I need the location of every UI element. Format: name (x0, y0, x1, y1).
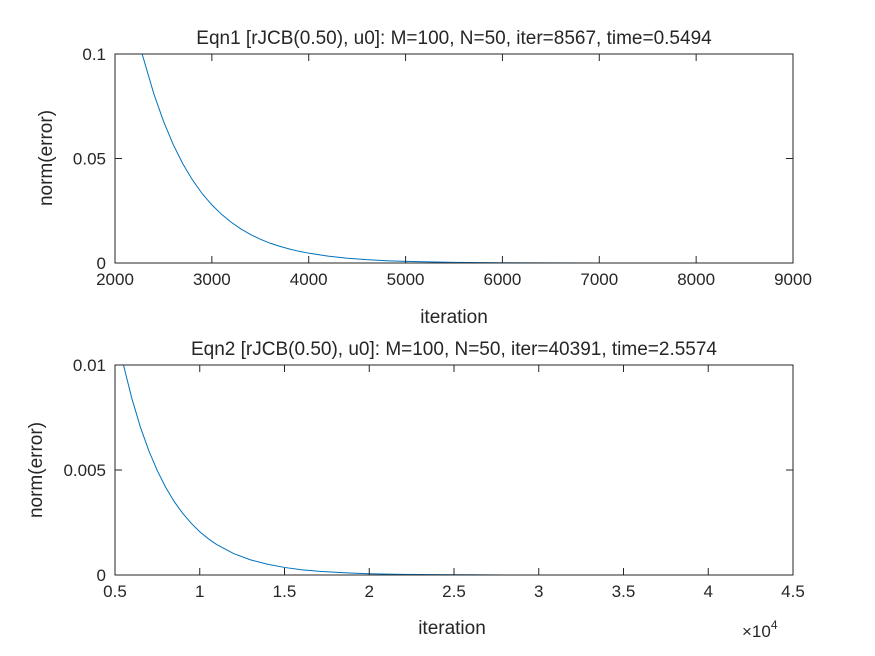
x-exponent-base: ×10 (742, 622, 771, 641)
x-tick-label: 3 (534, 582, 543, 601)
x-tick-label: 7000 (580, 270, 618, 289)
x-axis-label: iteration (418, 618, 486, 639)
x-axis-label: iteration (420, 307, 488, 328)
x-tick-label: 1 (195, 582, 204, 601)
y-ticks: 0 0.05 0.1 (73, 45, 793, 273)
y-tick-label: 0.005 (63, 461, 106, 480)
y-tick-label: 0.01 (73, 356, 106, 375)
line-series-layer (122, 365, 715, 575)
y-tick-label: 0.1 (82, 45, 106, 64)
x-tick-label: 6000 (484, 270, 522, 289)
y-axis-label: norm(error) (36, 110, 57, 206)
x-tick-label: 5000 (387, 270, 425, 289)
x-tick-label: 4000 (290, 270, 328, 289)
x-tick-label: 2000 (96, 270, 134, 289)
y-tick-label: 0 (97, 254, 106, 273)
y-tick-label: 0 (97, 566, 106, 585)
x-tick-label: 2.5 (442, 582, 466, 601)
chart-title: Eqn2 [rJCB(0.50), u0]: M=100, N=50, iter… (191, 339, 717, 360)
series-line-0 (122, 365, 715, 575)
y-axis-label: norm(error) (26, 422, 47, 518)
plot-area-background (115, 54, 793, 263)
subplot-eqn2: 0.5 1 1.5 2 2.5 3 3.5 4 4.5 0 0.005 0.01 Eqn2 [rJC… (26, 339, 805, 641)
x-tick-label: 2 (365, 582, 374, 601)
x-tick-label: 4 (704, 582, 713, 601)
x-tick-label: 1.5 (273, 582, 297, 601)
y-ticks: 0 0.005 0.01 (63, 356, 793, 585)
x-tick-label: 0.5 (103, 582, 127, 601)
x-ticks: 2000 3000 4000 5000 6000 7000 8000 9000 (96, 54, 812, 289)
y-tick-label: 0.05 (73, 150, 106, 169)
x-ticks: 0.5 1 1.5 2 2.5 3 3.5 4 4.5 (103, 365, 805, 601)
x-tick-label: 3.5 (612, 582, 636, 601)
x-exponent-label: ×104 (742, 618, 778, 641)
x-tick-label: 9000 (774, 270, 812, 289)
subplot-eqn1: 2000 3000 4000 5000 6000 7000 8000 9000 0 0.05 0.… (36, 28, 812, 328)
x-exponent-power: 4 (771, 618, 778, 632)
chart-title: Eqn1 [rJCB(0.50), u0]: M=100, N=50, iter… (196, 28, 712, 49)
x-tick-label: 8000 (677, 270, 715, 289)
plot-area-background (115, 365, 793, 575)
x-tick-label: 4.5 (781, 582, 805, 601)
x-tick-label: 3000 (193, 270, 231, 289)
